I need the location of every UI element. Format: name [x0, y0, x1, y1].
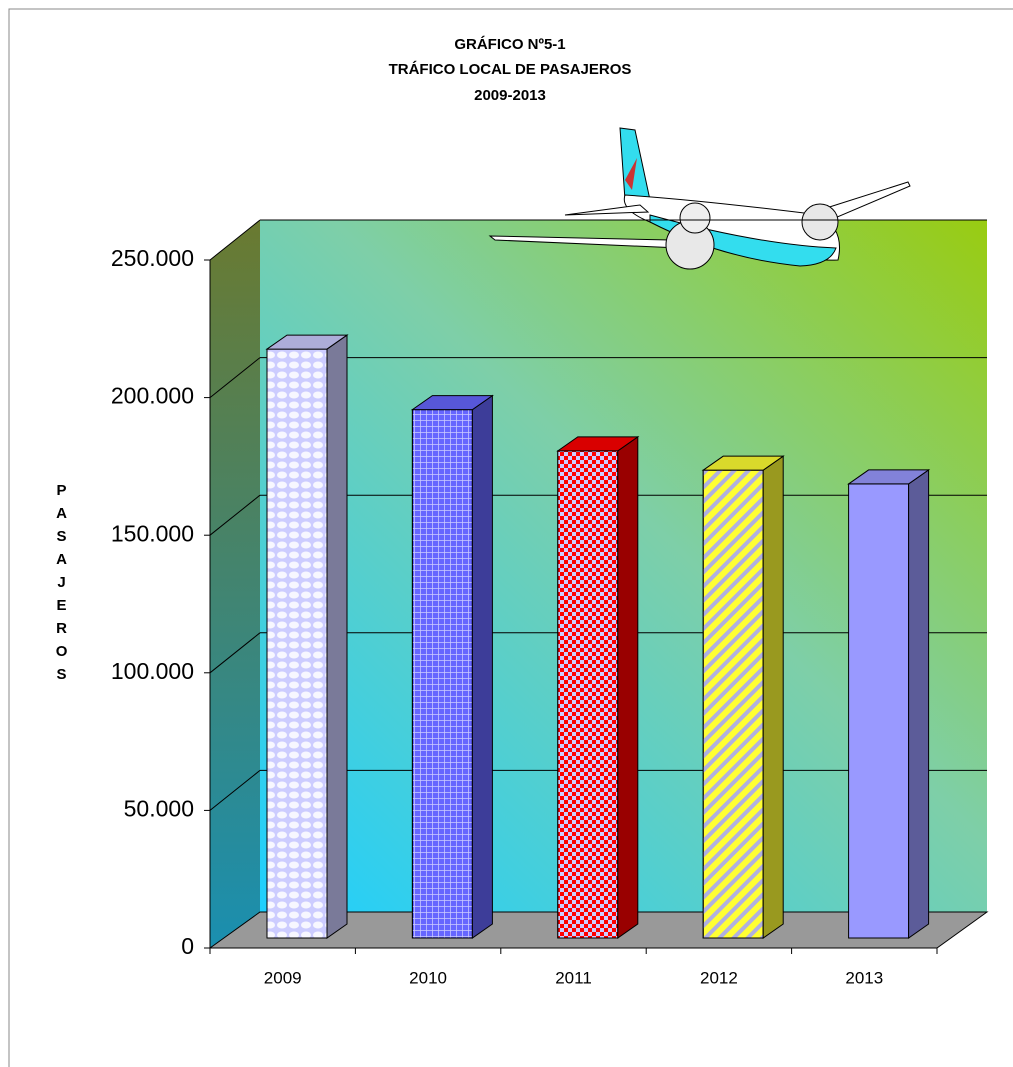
- bar-side: [471, 394, 493, 939]
- bar-pattern: [411, 409, 473, 939]
- bar-side: [326, 334, 348, 939]
- bar-side: [617, 435, 639, 939]
- y-tick-label: 250.000: [111, 245, 194, 271]
- bar-side: [762, 455, 784, 939]
- bar: [848, 483, 910, 939]
- y-tick-label: 200.000: [111, 383, 194, 409]
- y-tick-label: 50.000: [124, 795, 194, 821]
- x-tick-label: 2011: [555, 968, 592, 987]
- y-tick-label: 100.000: [111, 658, 194, 684]
- airplane: [488, 127, 911, 270]
- chart-title: TRÁFICO LOCAL DE PASAJEROS: [389, 61, 632, 78]
- x-tick-label: 2010: [409, 968, 447, 987]
- grid-line: [209, 632, 261, 674]
- grid-line: [209, 357, 261, 398]
- bar-pattern: [702, 469, 764, 939]
- bar-top: [265, 334, 349, 350]
- grid-line: [209, 494, 261, 536]
- grid-line: [209, 219, 261, 261]
- x-tick-label: 2013: [845, 968, 883, 987]
- bar-pattern: [557, 450, 619, 939]
- chart-title: 2009-2013: [474, 87, 546, 104]
- y-axis-label: PASAJEROS: [53, 482, 70, 689]
- frame: [8, 8, 1013, 1067]
- x-tick-label: 2012: [700, 968, 738, 987]
- bar-pattern: [266, 348, 328, 939]
- x-tick-label: 2009: [264, 968, 302, 987]
- y-tick-label: 150.000: [111, 520, 194, 546]
- bar-top: [410, 395, 494, 411]
- bar-top: [701, 455, 785, 471]
- bar-side: [908, 468, 930, 939]
- side-wall: [210, 220, 260, 948]
- bar-top: [556, 436, 640, 452]
- grid-line: [209, 770, 261, 811]
- y-tick-label: 0: [181, 933, 194, 959]
- chart-title: GRÁFICO Nº5-1: [454, 36, 565, 53]
- bar-top: [847, 469, 931, 485]
